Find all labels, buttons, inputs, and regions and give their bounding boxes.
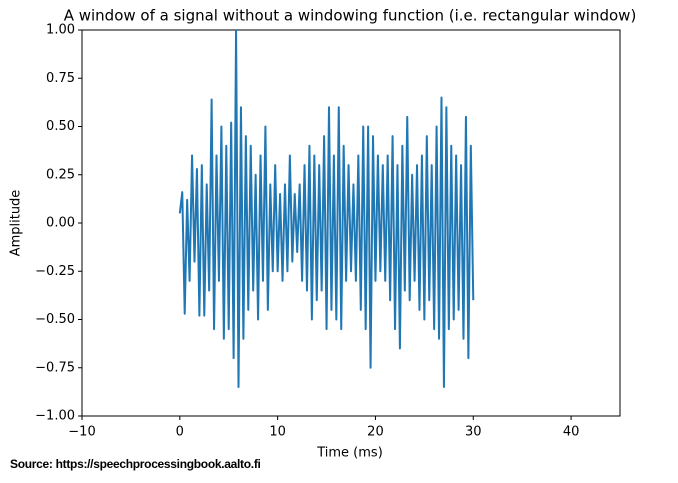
y-tick-label: 0.50 bbox=[46, 119, 75, 134]
plot-frame bbox=[81, 29, 621, 417]
y-tick-label: 0.75 bbox=[46, 71, 75, 86]
y-tick-label: −0.50 bbox=[35, 312, 75, 327]
x-tick-label: 10 bbox=[269, 425, 286, 440]
x-tick-label: −10 bbox=[68, 425, 95, 440]
y-axis-label: Amplitude bbox=[9, 190, 24, 257]
source-note: Source: https://speechprocessingbook.aal… bbox=[10, 457, 261, 471]
y-tick-label: −0.25 bbox=[35, 264, 75, 279]
x-tick-label: 30 bbox=[465, 425, 482, 440]
x-tick-label: 0 bbox=[176, 425, 184, 440]
chart-title: A window of a signal without a windowing… bbox=[64, 7, 637, 25]
x-axis-label: Time (ms) bbox=[316, 446, 383, 461]
y-tick-label: −0.75 bbox=[35, 360, 75, 375]
y-tick-label: 0.25 bbox=[46, 167, 75, 182]
x-tick-label: 40 bbox=[563, 425, 580, 440]
x-tick-label: 20 bbox=[367, 425, 384, 440]
y-tick-label: 0.00 bbox=[46, 216, 75, 231]
signal-line bbox=[178, 29, 475, 389]
y-tick-label: −1.00 bbox=[35, 409, 75, 424]
y-tick-label: 1.00 bbox=[46, 23, 75, 38]
